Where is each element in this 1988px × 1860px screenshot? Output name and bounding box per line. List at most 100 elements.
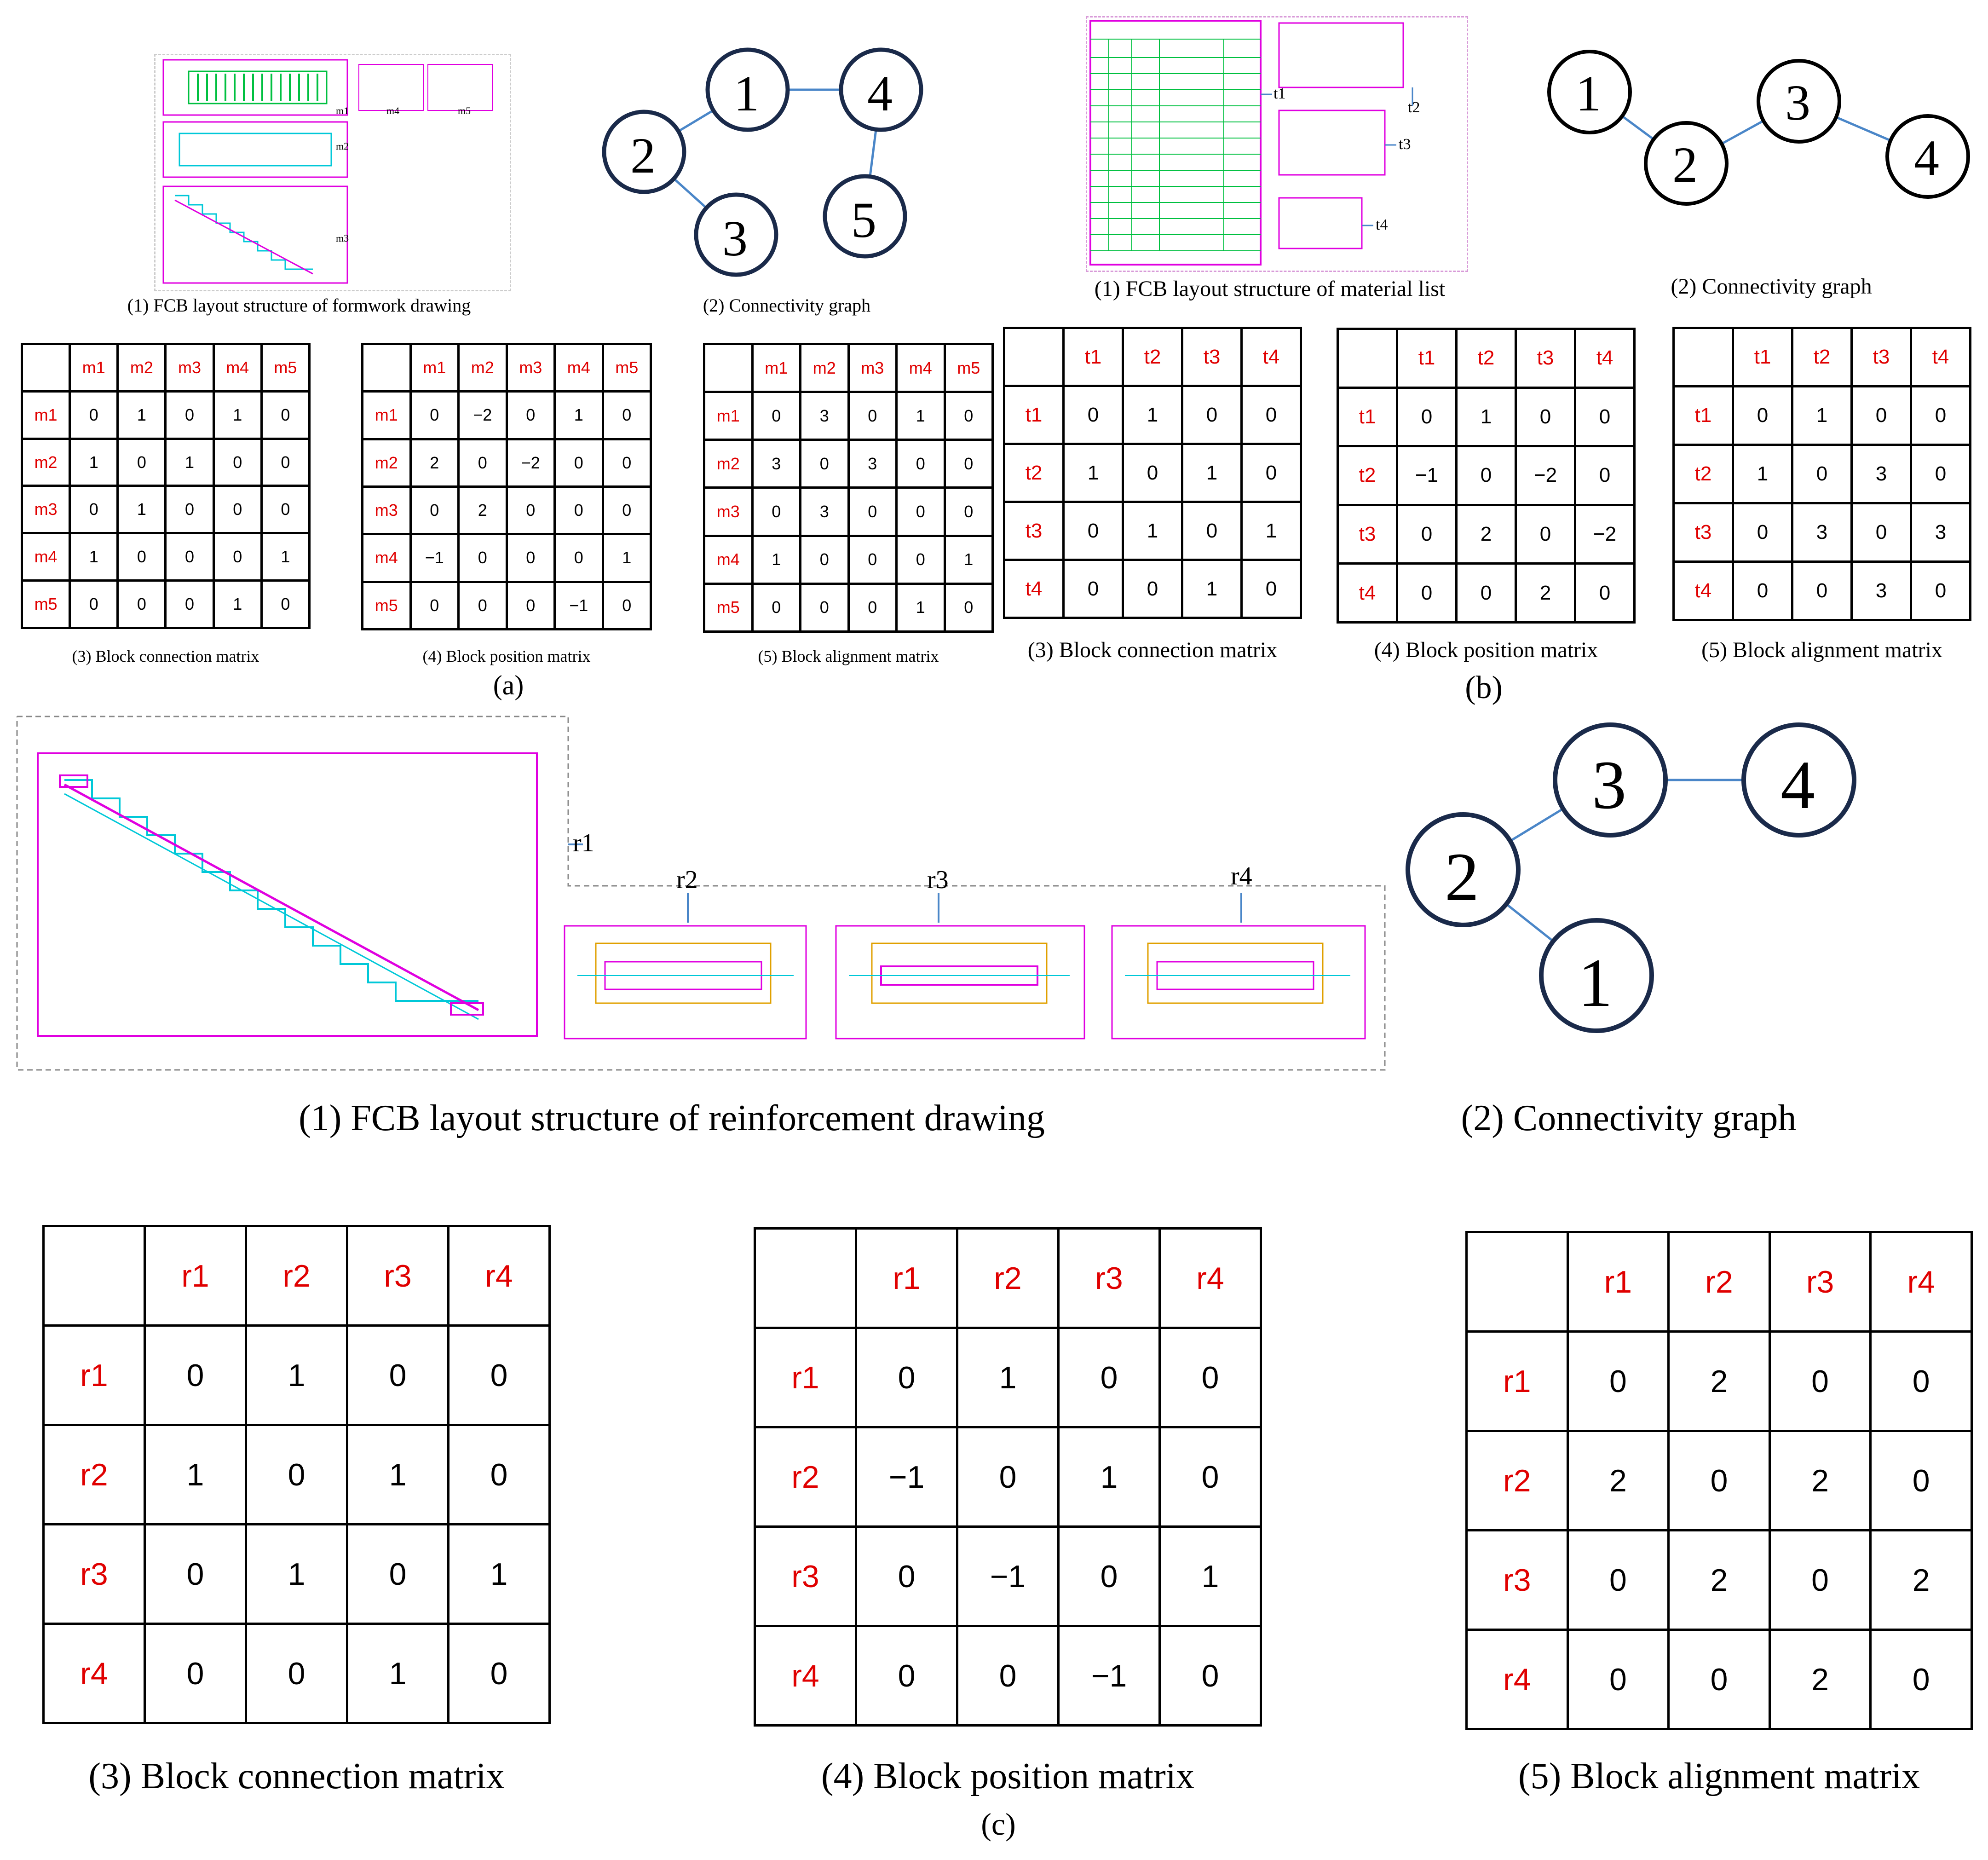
matrix-cell: 0 — [956, 1426, 1060, 1528]
reinforcement-drawing-r3 — [835, 925, 1085, 1040]
matrix-cell: 0 — [260, 437, 311, 487]
matrix-cell: 0 — [943, 582, 994, 633]
matrix-cell: 2 — [1768, 1430, 1872, 1531]
block-label-r1: r1 — [573, 829, 594, 857]
matrix-cell: 0 — [1240, 559, 1302, 619]
matrix-cell: 0 — [1574, 562, 1636, 624]
matrix-cell: 0 — [1791, 560, 1853, 621]
block-label-m5: m5 — [458, 105, 471, 116]
block-label-m3: m3 — [336, 232, 349, 244]
matrix-cell: 0 — [164, 390, 215, 440]
matrix-cell: −2 — [1515, 445, 1576, 506]
matrix-cell: 0 — [855, 1327, 958, 1428]
connectivity-graph-b — [1547, 50, 1970, 206]
matrix-cell: −2 — [1574, 503, 1636, 565]
graph-c-node-4: 4 — [1781, 747, 1815, 823]
column-header: t1 — [1732, 327, 1793, 387]
matrix-row: m5 0 0 0 1 0 — [20, 579, 311, 629]
matrix-row: m4 1 0 0 0 1 — [703, 534, 994, 585]
matrix-cell: 0 — [1240, 385, 1302, 445]
matrix-cell: 0 — [751, 582, 801, 633]
matrix-cell: 0 — [1455, 562, 1517, 624]
row-header: r4 — [754, 1625, 857, 1727]
matrix-row: t3 0 1 0 1 — [1003, 501, 1302, 561]
matrix-cell: 0 — [1158, 1625, 1262, 1727]
column-header: m2 — [799, 342, 850, 393]
connectivity-graph-c — [1406, 722, 1856, 1033]
connection-matrix-a-caption: (3) Block connection matrix — [72, 647, 259, 665]
matrix-cell: −1 — [1396, 445, 1458, 506]
matrix-cell: 0 — [346, 1324, 449, 1426]
matrix-cell: 0 — [847, 582, 898, 633]
matrix-cell: 0 — [1574, 386, 1636, 448]
matrix-cell: 0 — [346, 1523, 449, 1625]
matrix-cell: 1 — [1057, 1426, 1161, 1528]
row-header: t4 — [1672, 560, 1734, 621]
row-header: m5 — [361, 580, 412, 631]
matrix-cell: 3 — [847, 439, 898, 489]
matrix-cell: 0 — [601, 580, 652, 631]
column-header: m1 — [751, 342, 801, 393]
matrix-row: m1 0 1 0 1 0 — [20, 390, 311, 440]
block-label-t3: t3 — [1399, 136, 1411, 153]
column-header: r3 — [1768, 1231, 1872, 1333]
matrix-cell: 0 — [144, 1324, 247, 1426]
matrix-cell: 0 — [1768, 1330, 1872, 1432]
matrix-row: m1 0 3 0 1 0 — [703, 391, 994, 441]
row-header: r2 — [754, 1426, 857, 1528]
matrix-row: r3 0 2 0 2 — [1465, 1529, 1973, 1631]
block-label-m4: m4 — [386, 105, 400, 116]
column-header: m4 — [212, 343, 263, 393]
reinforcement-layout-caption: (1) FCB layout structure of reinforcemen… — [299, 1098, 1045, 1138]
graph-b-node-1: 1 — [1576, 65, 1601, 121]
block-alignment-matrix-a: m1 m2 m3 m4 m5 m1 0 3 0 1 0 m2 3 0 3 0 0 m3 0 3 0 0 0 m4 1 0 0… — [703, 342, 994, 633]
matrix-cell: 0 — [1396, 562, 1458, 624]
column-header: m1 — [69, 343, 119, 393]
matrix-cell: 1 — [895, 391, 946, 441]
matrix-row: r3 0 1 0 1 — [42, 1523, 551, 1625]
graph-b-node-2: 2 — [1672, 137, 1698, 193]
matrix-cell: 0 — [1566, 1529, 1670, 1631]
matrix-cell: 0 — [1181, 501, 1243, 561]
matrix-corner-cell — [20, 343, 71, 393]
row-header: m2 — [361, 438, 412, 488]
matrix-cell: 0 — [1667, 1430, 1771, 1531]
row-header: m1 — [361, 390, 412, 440]
matrix-corner-cell — [703, 342, 754, 393]
matrix-cell: 0 — [847, 391, 898, 441]
row-header: m4 — [703, 534, 754, 585]
row-header: m2 — [20, 437, 71, 487]
row-header: t2 — [1337, 445, 1398, 506]
matrix-cell: 0 — [245, 1623, 348, 1724]
row-header: t1 — [1672, 385, 1734, 446]
matrix-cell: 0 — [1667, 1629, 1771, 1730]
matrix-cell: 0 — [1158, 1426, 1262, 1528]
matrix-cell: 0 — [1515, 386, 1576, 448]
row-header: t3 — [1003, 501, 1065, 561]
graph-b-caption: (2) Connectivity graph — [1671, 274, 1872, 299]
matrix-cell: 0 — [895, 486, 946, 537]
matrix-corner-cell — [754, 1227, 857, 1329]
connection-matrix-b-caption: (3) Block connection matrix — [1027, 638, 1278, 662]
block-position-matrix-a: m1 m2 m3 m4 m5 m1 0 −2 0 1 0 m2 2 0 −2 0 0 m3 0 2 0 0 0 m4−… — [361, 342, 652, 631]
matrix-cell: 0 — [457, 533, 508, 583]
column-header: m5 — [943, 342, 994, 393]
matrix-header-row: r1 r2 r3 r4 — [1465, 1231, 1973, 1333]
matrix-cell: −2 — [457, 390, 508, 440]
block-position-matrix-b: t1 t2 t3 t4 t1 0 1 0 0 t2 −1 0 −2 0 t3 0 2 0 −2 t4 0 0 2 0 — [1337, 328, 1636, 624]
matrix-cell: 1 — [212, 579, 263, 629]
matrix-cell: 0 — [260, 579, 311, 629]
matrix-cell: 2 — [457, 485, 508, 536]
matrix-row: r3 0 −1 0 1 — [754, 1525, 1262, 1627]
row-header: m4 — [361, 533, 412, 583]
row-header: m5 — [20, 579, 71, 629]
panel-b-label: (b) — [1465, 670, 1503, 705]
alignment-matrix-c-caption: (5) Block alignment matrix — [1518, 1756, 1920, 1796]
alignment-matrix-a-caption: (5) Block alignment matrix — [758, 647, 939, 665]
matrix-row: t1 0 1 0 0 — [1672, 385, 1971, 446]
matrix-cell: 1 — [751, 534, 801, 585]
row-header: m1 — [703, 391, 754, 441]
position-matrix-c-caption: (4) Block position matrix — [821, 1756, 1194, 1796]
matrix-cell: 1 — [69, 532, 119, 582]
matrix-cell: 1 — [245, 1324, 348, 1426]
